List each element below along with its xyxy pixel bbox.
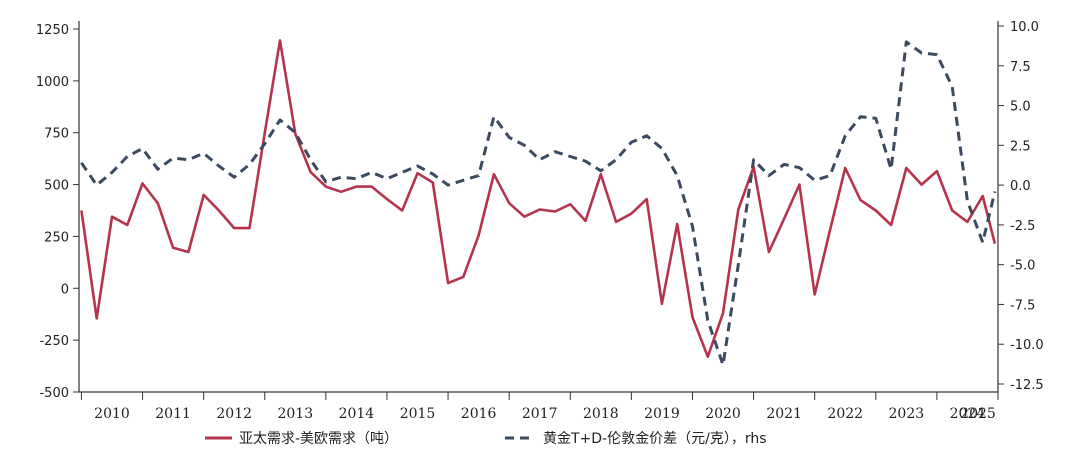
x-tick-label: 2019 [644, 406, 680, 422]
left-tick-label: 0 [61, 282, 69, 297]
right-tick-label: 0.0 [1010, 179, 1031, 194]
x-tick-label: 2022 [827, 406, 863, 422]
x-tick-label: 2010 [94, 406, 130, 422]
chart-axes: -500 -250 0 250 500 750 1000 1250 -12.5 -10.0 -7.5… [36, 20, 1044, 422]
x-tick-label: 2015 [400, 406, 436, 422]
x-tick-label: 2018 [583, 406, 619, 422]
legend-label-2: 黄金T+D-伦敦金价差（元/克），rhs [543, 430, 767, 447]
series-line-1 [80, 39, 997, 358]
right-tick-label: -2.5 [1010, 219, 1035, 234]
x-tick-label: 2017 [522, 406, 558, 422]
x-tick-label: 2021 [766, 406, 802, 422]
x-tick-label: 2012 [216, 406, 252, 422]
x-tick-label: 2011 [155, 406, 191, 422]
right-tick-label: -7.5 [1010, 298, 1035, 313]
right-tick-label: 5.0 [1010, 100, 1031, 115]
x-tick-label: 2020 [705, 406, 741, 422]
x-tick-label: 2013 [277, 406, 313, 422]
x-tick-label: 2016 [461, 406, 497, 422]
left-tick-label: 500 [44, 179, 69, 194]
left-tick-label: -500 [39, 386, 69, 401]
right-tick-label: 7.5 [1010, 60, 1031, 75]
right-tick-label: -5.0 [1010, 259, 1035, 274]
x-tick-label: 2014 [339, 406, 375, 422]
left-tick-label: 750 [44, 127, 69, 142]
x-tick-label: 2025 [960, 406, 996, 422]
x-tick-label: 2024 [950, 406, 986, 422]
left-tick-label: 1000 [36, 75, 69, 90]
series-line-2 [80, 40, 997, 367]
x-tick-label: 2023 [889, 406, 925, 422]
left-tick-label: -250 [39, 334, 69, 349]
chart-series-layer [80, 39, 997, 367]
legend-label-1: 亚太需求-美欧需求（吨） [239, 431, 398, 447]
left-tick-label: 1250 [36, 23, 69, 38]
right-tick-label: -10.0 [1010, 338, 1044, 353]
chart-legend: 亚太需求-美欧需求（吨） 黄金T+D-伦敦金价差（元/克），rhs [205, 430, 767, 447]
right-tick-label: 2.5 [1010, 139, 1031, 154]
left-tick-label: 250 [44, 230, 69, 245]
right-tick-label: 10.0 [1010, 20, 1039, 35]
right-tick-label: -12.5 [1010, 378, 1044, 393]
